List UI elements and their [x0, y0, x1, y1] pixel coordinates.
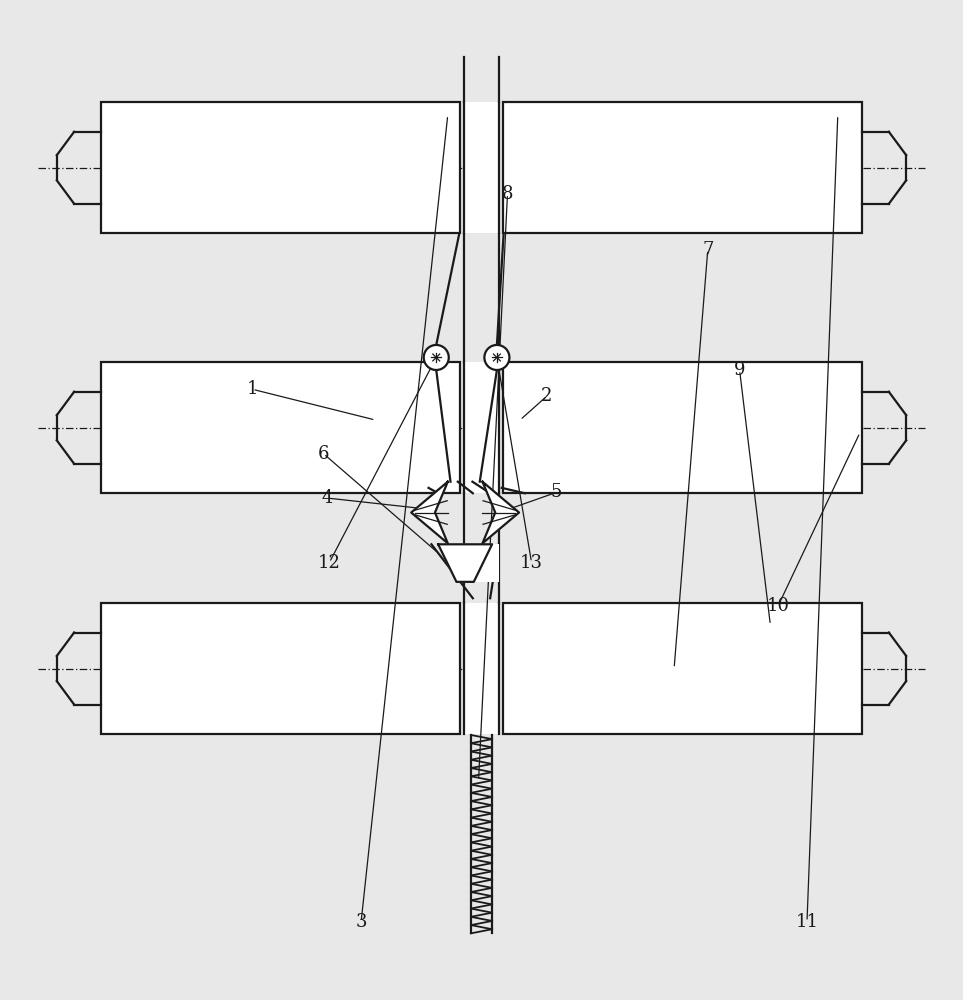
Polygon shape: [438, 544, 492, 582]
Bar: [101, 603, 460, 734]
Text: 11: 11: [795, 913, 819, 931]
Circle shape: [424, 345, 449, 370]
Text: 8: 8: [502, 185, 513, 203]
Text: 6: 6: [318, 445, 329, 463]
Bar: [464, 362, 499, 493]
Bar: [101, 102, 460, 233]
Bar: [503, 102, 862, 233]
Text: 4: 4: [322, 489, 333, 507]
Text: 13: 13: [520, 554, 543, 572]
Polygon shape: [482, 482, 519, 543]
Polygon shape: [411, 482, 448, 543]
Bar: [101, 362, 460, 493]
Bar: [464, 603, 499, 734]
Text: 12: 12: [318, 554, 341, 572]
Text: 3: 3: [355, 913, 367, 931]
Bar: [503, 603, 862, 734]
Bar: [464, 544, 499, 582]
Text: 5: 5: [551, 483, 562, 501]
Circle shape: [484, 345, 509, 370]
Bar: [464, 102, 499, 233]
Text: 10: 10: [767, 597, 790, 615]
Text: 7: 7: [702, 241, 714, 259]
Text: 1: 1: [247, 380, 258, 398]
Text: 2: 2: [541, 387, 553, 405]
Bar: [503, 362, 862, 493]
Text: 9: 9: [734, 361, 745, 379]
